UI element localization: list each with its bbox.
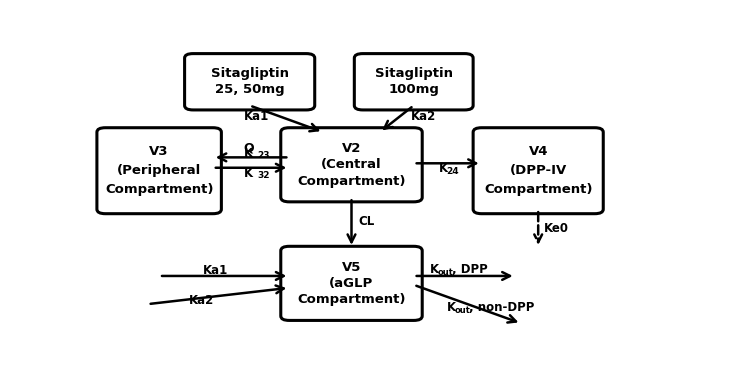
FancyBboxPatch shape (281, 128, 422, 202)
Text: K: K (447, 301, 456, 314)
Text: out: out (455, 306, 470, 315)
Text: Sitagliptin: Sitagliptin (211, 67, 288, 80)
Text: (Central: (Central (321, 158, 382, 171)
Text: 23: 23 (257, 151, 269, 161)
Text: out: out (437, 268, 453, 276)
Text: Compartment): Compartment) (297, 293, 406, 306)
FancyArrowPatch shape (534, 212, 542, 242)
Text: (Peripheral: (Peripheral (117, 164, 201, 177)
Text: V2: V2 (342, 142, 361, 155)
Text: K: K (439, 162, 448, 176)
Text: 25, 50mg: 25, 50mg (215, 83, 285, 96)
FancyBboxPatch shape (473, 128, 603, 214)
FancyArrowPatch shape (218, 154, 286, 161)
Text: Ka1: Ka1 (203, 264, 228, 278)
FancyArrowPatch shape (215, 164, 284, 172)
FancyArrowPatch shape (150, 285, 284, 304)
Text: 100mg: 100mg (388, 83, 439, 96)
Text: (aGLP: (aGLP (329, 277, 374, 290)
Text: , DPP: , DPP (452, 263, 488, 276)
Text: 32: 32 (257, 171, 269, 180)
Text: Ke0: Ke0 (544, 222, 569, 235)
Text: , non-DPP: , non-DPP (469, 301, 534, 314)
FancyArrowPatch shape (384, 107, 412, 129)
FancyArrowPatch shape (253, 106, 318, 131)
Text: K: K (429, 263, 439, 276)
FancyArrowPatch shape (417, 159, 476, 167)
Text: V3: V3 (150, 145, 169, 158)
Text: V4: V4 (529, 145, 548, 158)
Text: Sitagliptin: Sitagliptin (374, 67, 453, 80)
Text: Ka1: Ka1 (245, 110, 269, 123)
FancyBboxPatch shape (281, 246, 422, 320)
Text: Compartment): Compartment) (297, 174, 406, 187)
Text: Ka2: Ka2 (189, 294, 214, 307)
Text: 24: 24 (447, 167, 459, 176)
FancyArrowPatch shape (347, 200, 356, 242)
Text: V5: V5 (342, 261, 361, 274)
Text: Q: Q (243, 141, 254, 154)
FancyBboxPatch shape (185, 54, 315, 110)
Text: CL: CL (358, 215, 374, 228)
Text: (DPP-IV: (DPP-IV (510, 164, 566, 177)
FancyArrowPatch shape (162, 272, 284, 280)
Text: K: K (244, 167, 253, 179)
FancyBboxPatch shape (97, 128, 221, 214)
FancyArrowPatch shape (417, 272, 510, 280)
Text: Compartment): Compartment) (484, 184, 593, 196)
FancyArrowPatch shape (416, 286, 516, 323)
Text: Ka2: Ka2 (411, 110, 436, 123)
FancyBboxPatch shape (354, 54, 473, 110)
Text: K: K (244, 147, 253, 160)
Text: Compartment): Compartment) (105, 184, 213, 196)
